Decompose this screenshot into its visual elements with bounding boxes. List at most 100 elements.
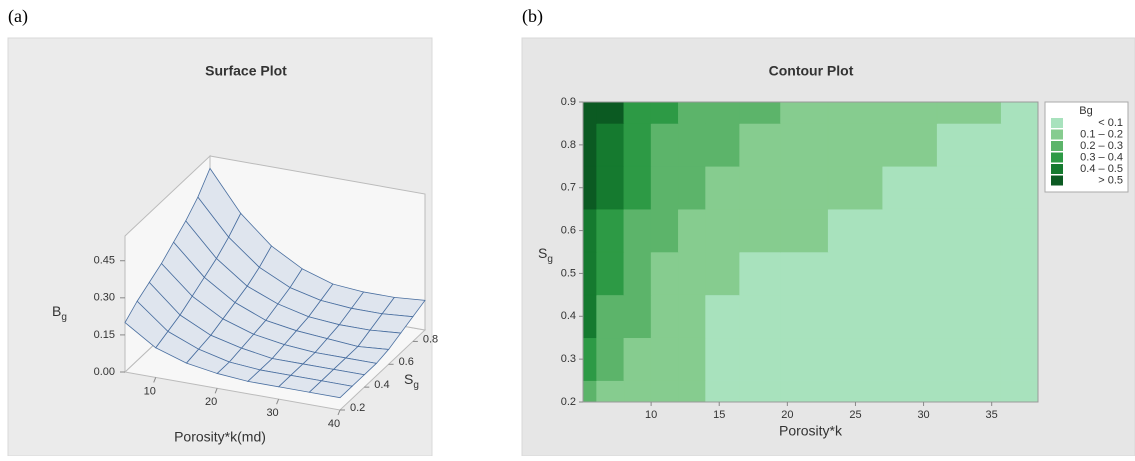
legend-swatch: [1051, 164, 1063, 174]
contour-cell: [936, 380, 1002, 403]
contour-cell: [780, 251, 829, 296]
contour-cell: [650, 337, 679, 381]
contour-cell: [780, 208, 829, 253]
contour-cell: [596, 337, 625, 381]
contour-cell: [936, 251, 1002, 296]
contour-cell: [678, 101, 706, 124]
legend-swatch: [1051, 175, 1063, 186]
contour-cell: [827, 165, 884, 210]
contour-cell: [650, 165, 679, 210]
contour-cell: [936, 294, 1002, 339]
contour-cell: [650, 380, 679, 403]
x-tick-label: 35: [986, 409, 998, 421]
contour-cell: [827, 380, 884, 403]
y-axis-label-sub: g: [547, 254, 553, 265]
contour-cell: [596, 123, 625, 167]
chart-title: Contour Plot: [769, 63, 854, 79]
contour-cell: [650, 251, 679, 296]
legend-label: 0.2 – 0.3: [1080, 140, 1123, 152]
x-tick-label: 30: [917, 409, 929, 421]
contour-cell: [623, 101, 652, 124]
contour-cell: [582, 165, 597, 210]
y-tick-label: 0.4: [374, 379, 389, 391]
contour-cell: [623, 294, 652, 339]
y-tick-label: 0.6: [561, 224, 576, 236]
contour-cell: [582, 101, 597, 124]
contour-cell: [936, 208, 1002, 253]
contour-cell: [1000, 294, 1039, 339]
contour-cell: [678, 251, 706, 296]
y-tick-label: 0.5: [561, 267, 576, 279]
x-tick: [153, 377, 157, 383]
chart-title: Surface Plot: [205, 63, 287, 79]
contour-cell: [739, 101, 781, 124]
contour-cell: [827, 208, 884, 253]
contour-cell: [739, 208, 781, 253]
contour-cell: [623, 165, 652, 210]
y-tick-label: 0.3: [561, 353, 576, 365]
contour-cell: [1000, 251, 1039, 296]
contour-cell: [882, 165, 938, 210]
contour-cell: [882, 294, 938, 339]
y-axis-label-main: S: [404, 371, 413, 387]
legend-label: 0.1 – 0.2: [1080, 128, 1123, 140]
contour-cell: [739, 337, 781, 381]
contour-cell: [705, 101, 740, 124]
contour-cell: [739, 294, 781, 339]
contour-cell: [596, 101, 625, 124]
x-tick-label: 10: [144, 385, 156, 397]
x-tick-label: 10: [645, 409, 657, 421]
y-tick-label: 0.6: [399, 356, 414, 368]
contour-cell: [1000, 380, 1039, 403]
contour-cell: [780, 123, 829, 167]
legend-label: > 0.5: [1098, 174, 1123, 186]
contour-cell: [623, 123, 652, 167]
y-axis-label: Sg: [404, 371, 419, 391]
contour-cell: [650, 294, 679, 339]
contour-cell: [705, 294, 740, 339]
contour-cell: [739, 380, 781, 403]
x-tick-label: 25: [849, 409, 861, 421]
contour-cell: [650, 101, 679, 124]
contour-cell: [1000, 165, 1039, 210]
legend-swatch: [1051, 152, 1063, 163]
contour-cell: [582, 123, 597, 167]
contour-cell: [882, 337, 938, 381]
y-tick-label: 0.2: [350, 402, 365, 414]
contour-cell: [827, 294, 884, 339]
contour-cell: [623, 337, 652, 381]
x-tick: [214, 388, 218, 394]
contour-cell: [882, 251, 938, 296]
contour-cell: [596, 294, 625, 339]
x-tick-label: 40: [328, 418, 340, 430]
contour-cell: [882, 380, 938, 403]
contour-cell: [739, 165, 781, 210]
contour-cell: [882, 123, 938, 167]
contour-cell: [678, 208, 706, 253]
legend-label: 0.4 – 0.5: [1080, 163, 1123, 175]
contour-cell: [705, 380, 740, 403]
legend-label: < 0.1: [1098, 117, 1123, 129]
contour-cell: [1000, 208, 1039, 253]
z-tick-label: 0.00: [94, 366, 115, 378]
contour-cell: [882, 101, 938, 124]
y-tick-label: 0.9: [561, 96, 576, 108]
contour-cell: [623, 251, 652, 296]
legend-swatch: [1051, 129, 1063, 140]
contour-cell: [827, 337, 884, 381]
contour-cell: [780, 101, 829, 124]
contour-cell: [780, 380, 829, 403]
contour-cell: [780, 165, 829, 210]
x-tick: [276, 398, 280, 405]
plot-frame: [582, 101, 1039, 403]
z-axis-label: Bg: [52, 303, 67, 323]
panel-label: (b): [522, 6, 543, 27]
contour-cell: [936, 165, 1002, 210]
contour-cell: [596, 208, 625, 253]
legend-title: Bg: [1079, 105, 1092, 117]
x-tick: [337, 409, 341, 416]
contour-cell: [705, 165, 740, 210]
contour-cell: [1000, 337, 1039, 381]
contour-cell: [678, 337, 706, 381]
